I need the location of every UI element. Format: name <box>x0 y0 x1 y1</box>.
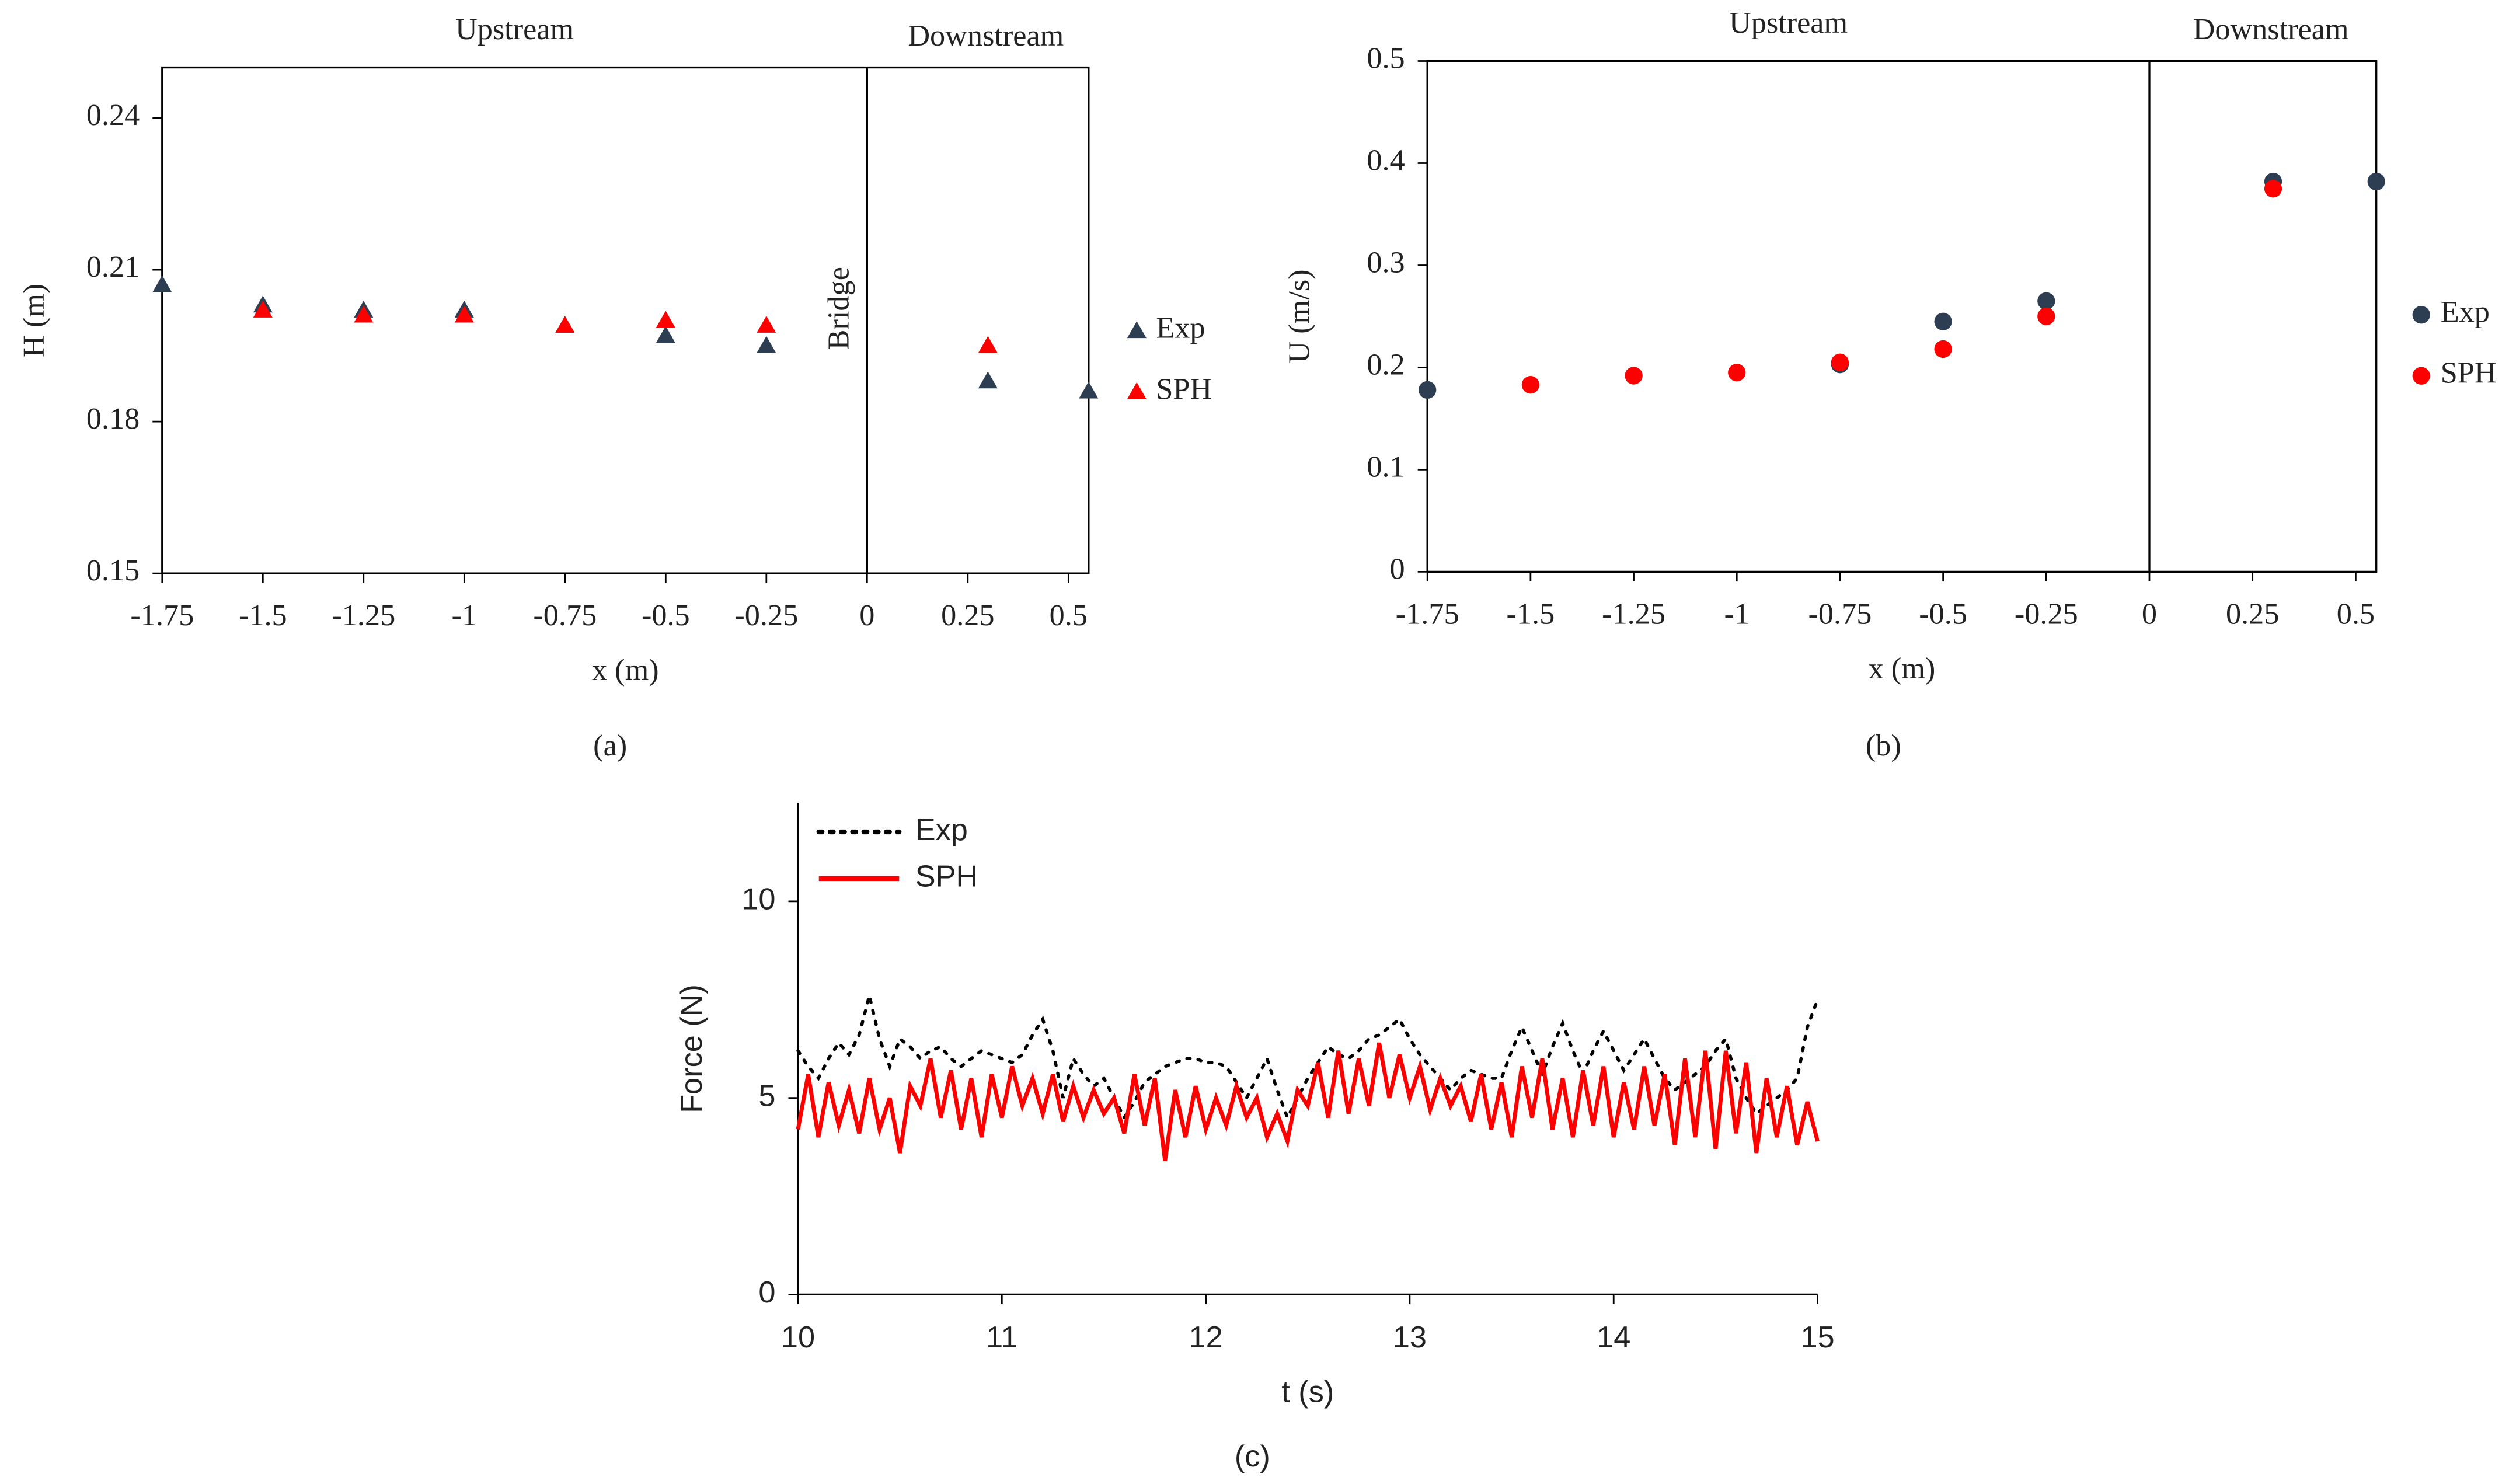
annotation: Downstream <box>908 19 1064 53</box>
data-point <box>1079 381 1099 399</box>
y-tick-label: 0.2 <box>1367 347 1405 381</box>
x-tick-label: 0 <box>859 598 874 632</box>
data-point <box>2037 307 2055 326</box>
panel: 10 11 12 13 14 15 0 5 10 t (s) Force (N) (c) Exp SPH <box>675 803 1835 1473</box>
x-tick-label: 0.5 <box>2337 597 2375 630</box>
data-line <box>796 995 1820 1122</box>
legend-marker <box>1127 382 1147 399</box>
data-point <box>757 316 776 333</box>
x-axis-title: x (m) <box>1869 652 1936 685</box>
x-tick-label: -1.75 <box>130 598 194 632</box>
data-point <box>1419 381 1437 399</box>
data-point <box>656 311 675 328</box>
x-tick-label: 12 <box>1189 1321 1223 1354</box>
data-point <box>1934 340 1952 358</box>
annotation: Upstream <box>455 12 574 46</box>
data-point <box>2367 172 2385 191</box>
data-point <box>757 336 776 353</box>
data-point <box>1728 364 1746 382</box>
legend-label: SPH <box>2441 356 2497 390</box>
data-point <box>1625 367 1643 385</box>
x-tick-label: -1.5 <box>239 598 287 632</box>
legend-marker <box>1127 321 1147 339</box>
data-point <box>1934 312 1952 330</box>
x-tick-label: -1.25 <box>332 598 395 632</box>
legend-label: Exp <box>1156 311 1205 345</box>
x-tick-label: 0 <box>2142 597 2157 630</box>
x-tick-label: 10 <box>781 1321 815 1354</box>
y-tick-label: 0.4 <box>1367 144 1405 177</box>
data-point <box>152 275 172 292</box>
plot-frame <box>161 66 1090 574</box>
y-axis-title: U (m/s) <box>1283 269 1316 363</box>
x-tick-label: -0.5 <box>642 598 690 632</box>
legend-label: SPH <box>1156 372 1212 406</box>
x-tick-label: -0.25 <box>734 598 798 632</box>
legend-marker <box>2412 306 2430 324</box>
data-point <box>454 305 474 323</box>
data-line <box>796 1042 1820 1161</box>
annotation: Bridge <box>821 267 855 350</box>
x-tick-label: -0.75 <box>1808 597 1872 630</box>
data-point <box>1521 376 1539 394</box>
data-point <box>1831 353 1849 371</box>
x-tick-label: 0.25 <box>941 598 994 632</box>
panel: -1.75 -1.5 -1.25 -1 -0.75 -0.5 -0.25 0 0.25 0.5 0.… <box>17 12 1212 762</box>
x-tick-label: -1.25 <box>1602 597 1665 630</box>
data-point <box>253 301 273 318</box>
data-point <box>978 336 998 353</box>
annotation: Downstream <box>2193 12 2349 46</box>
y-tick-label: 0.24 <box>86 98 140 132</box>
y-axis-title: H (m) <box>17 284 51 357</box>
x-tick-label: -0.25 <box>2015 597 2078 630</box>
y-tick-label: 5 <box>758 1079 775 1113</box>
legend-label: SPH <box>915 860 978 894</box>
y-tick-label: 0.18 <box>86 402 140 436</box>
x-tick-label: 0.25 <box>2226 597 2279 630</box>
y-tick-label: 0.5 <box>1367 41 1405 75</box>
x-tick-label: 15 <box>1800 1321 1834 1354</box>
x-tick-label: 14 <box>1597 1321 1630 1354</box>
x-tick-label: -1.75 <box>1396 597 1459 630</box>
x-tick-label: 13 <box>1393 1321 1427 1354</box>
legend-label: Exp <box>915 813 968 847</box>
x-tick-label: -0.75 <box>533 598 597 632</box>
x-tick-label: 0.5 <box>1050 598 1088 632</box>
panel: -1.75 -1.5 -1.25 -1 -0.75 -0.5 -0.25 0 0.25 0.5 0 0… <box>1283 6 2497 762</box>
legend-marker <box>2412 367 2430 385</box>
legend-label: Exp <box>2441 295 2490 329</box>
data-point <box>354 305 374 323</box>
y-tick-label: 10 <box>741 883 775 917</box>
x-tick-label: -0.5 <box>1919 597 1967 630</box>
x-axis-title: t (s) <box>1281 1375 1334 1409</box>
x-tick-label: 11 <box>986 1321 1017 1354</box>
x-axis-title: x (m) <box>592 653 659 687</box>
y-tick-label: 0.15 <box>86 553 140 587</box>
data-point <box>656 326 675 343</box>
y-tick-label: 0.21 <box>86 250 140 284</box>
data-point <box>2037 292 2055 310</box>
data-point <box>2264 180 2282 198</box>
panel-label: (a) <box>593 729 627 762</box>
data-point <box>555 316 575 333</box>
panel-label: (b) <box>1866 729 1901 762</box>
y-tick-label: 0 <box>758 1276 775 1309</box>
y-tick-label: 0.3 <box>1367 245 1405 279</box>
y-axis-title: Force (N) <box>675 984 709 1113</box>
plot-frame <box>1426 60 2378 573</box>
y-tick-label: 0.1 <box>1367 450 1405 483</box>
y-tick-label: 0 <box>1390 552 1405 586</box>
annotation: Upstream <box>1729 6 1848 40</box>
data-point <box>978 371 998 389</box>
x-tick-label: -1 <box>452 598 478 632</box>
x-tick-label: -1.5 <box>1507 597 1555 630</box>
panel-label: (c) <box>1235 1440 1270 1473</box>
x-tick-label: -1 <box>1724 597 1750 630</box>
